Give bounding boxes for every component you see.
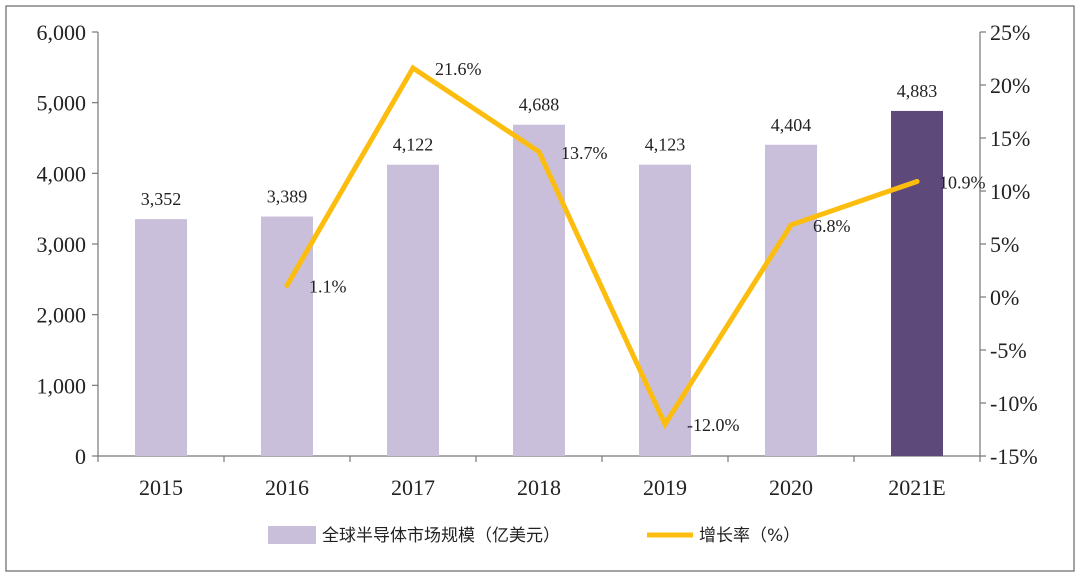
growth-rate-point xyxy=(914,178,920,184)
left-axis-tick-label: 2,000 xyxy=(37,303,87,328)
right-axis-tick-label: -10% xyxy=(990,391,1038,416)
right-axis-tick-label: 10% xyxy=(990,179,1030,204)
growth-rate-point xyxy=(662,421,668,427)
growth-rate-label: 13.7% xyxy=(561,143,608,163)
left-axis-tick-label: 5,000 xyxy=(37,91,87,116)
bar-value-label: 4,123 xyxy=(645,135,686,155)
growth-rate-label: 10.9% xyxy=(939,172,986,192)
legend-bar-label: 全球半导体市场规模（亿美元） xyxy=(322,526,560,546)
left-axis-tick-label: 4,000 xyxy=(37,161,87,186)
x-axis-tick-label: 2015 xyxy=(139,475,183,500)
growth-rate-point xyxy=(284,282,290,288)
bar xyxy=(765,144,817,456)
legend-line-label: 增长率（%） xyxy=(699,526,800,546)
chart-frame xyxy=(5,5,1075,572)
bar-value-label: 4,688 xyxy=(519,95,560,115)
right-axis-tick-label: 25% xyxy=(990,20,1030,45)
growth-rate-label: 1.1% xyxy=(309,276,347,296)
x-axis-tick-label: 2019 xyxy=(643,475,687,500)
left-axis-tick-label: 6,000 xyxy=(37,20,87,45)
legend-bar-swatch xyxy=(268,526,316,544)
right-axis-tick-label: -15% xyxy=(990,444,1038,469)
x-axis-tick-label: 2021E xyxy=(888,475,945,500)
growth-rate-label: 6.8% xyxy=(813,216,851,236)
x-axis-tick-label: 2018 xyxy=(517,475,561,500)
right-axis-tick-label: 20% xyxy=(990,73,1030,98)
x-axis-tick-label: 2020 xyxy=(769,475,813,500)
bar xyxy=(387,164,439,456)
growth-rate-point xyxy=(536,149,542,155)
growth-rate-point xyxy=(410,65,416,71)
bar xyxy=(513,124,565,457)
growth-rate-line xyxy=(284,64,920,430)
right-axis-tick-label: 15% xyxy=(990,126,1030,151)
x-axis-tick-label: 2017 xyxy=(391,475,435,500)
bar xyxy=(135,219,187,456)
right-axis-tick-label: -5% xyxy=(990,338,1027,363)
bar-value-label: 4,122 xyxy=(393,135,434,155)
growth-rate-point xyxy=(788,222,794,228)
bar-value-label: 3,389 xyxy=(267,187,308,207)
left-axis-tick-label: 1,000 xyxy=(37,373,87,398)
right-axis-tick-label: 5% xyxy=(990,232,1019,257)
x-axis-tick-label: 2016 xyxy=(265,475,309,500)
bar xyxy=(639,164,691,456)
bar xyxy=(891,110,943,457)
right-axis-tick-label: 0% xyxy=(990,285,1019,310)
bar-value-label: 4,404 xyxy=(771,115,812,135)
bar-value-label: 3,352 xyxy=(141,189,182,209)
growth-rate-label: 21.6% xyxy=(435,59,482,79)
left-axis-tick-label: 3,000 xyxy=(37,232,87,257)
bar-value-label: 4,883 xyxy=(897,81,938,101)
growth-rate-label: -12.0% xyxy=(687,415,740,435)
left-axis-tick-label: 0 xyxy=(75,444,86,469)
